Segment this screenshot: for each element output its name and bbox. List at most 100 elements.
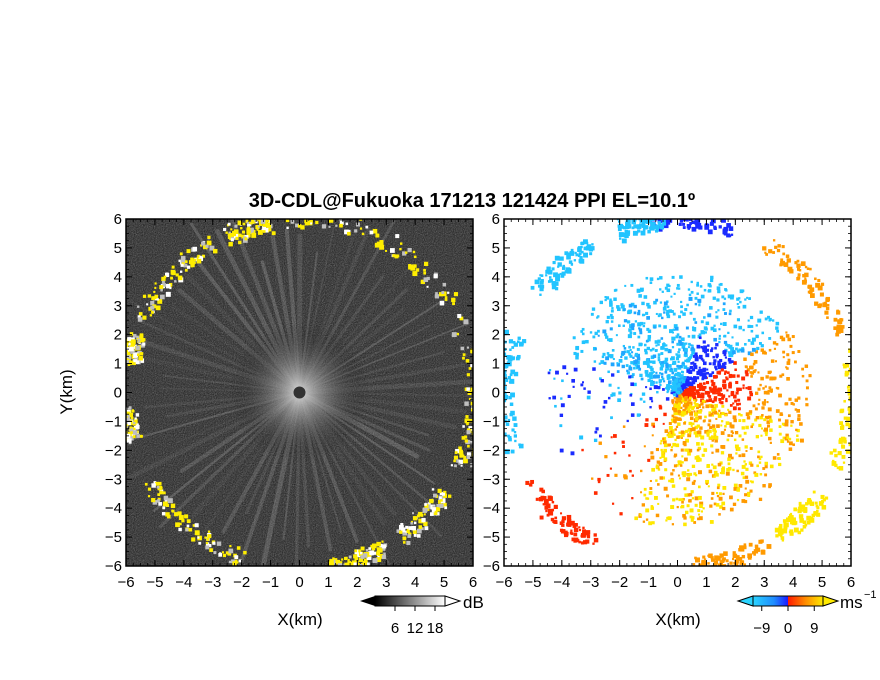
velocity-ring-cell [539, 280, 544, 285]
velocity-cell [684, 493, 688, 497]
echo-cell [128, 356, 132, 360]
echo-cell [229, 545, 232, 548]
velocity-cell [606, 315, 610, 319]
echo-cell [250, 227, 254, 231]
velocity-cell [735, 342, 739, 346]
velocity-cell [697, 485, 701, 489]
velocity-cell [670, 472, 674, 476]
echo-cell [345, 222, 349, 226]
velocity-cell [662, 306, 667, 311]
velocity-cell [712, 362, 716, 366]
velocity-cell [742, 387, 745, 390]
echo-cell [362, 560, 367, 566]
velocity-cell [630, 302, 635, 307]
echo-cell [126, 346, 130, 351]
x-tick-label: 4 [789, 574, 797, 591]
velocity-ring-cell [816, 512, 821, 517]
echo-cell [203, 244, 208, 250]
velocity-cell [711, 424, 716, 428]
velocity-cell [598, 362, 601, 365]
velocity-cell [721, 470, 725, 475]
velocity-cell [735, 380, 739, 385]
velocity-cell [716, 371, 720, 375]
velocity-points [496, 212, 851, 566]
velocity-cell [702, 361, 707, 366]
echo-cell [258, 219, 262, 223]
velocity-ring-cell [545, 269, 550, 274]
echo-cell [447, 494, 452, 498]
velocity-cell [683, 412, 687, 416]
velocity-cell [630, 283, 634, 287]
velocity-cell [663, 412, 667, 417]
velocity-cell [689, 472, 693, 476]
velocity-cell [763, 401, 766, 404]
echo-cell [228, 560, 232, 564]
velocity-cell [672, 386, 675, 389]
velocity-ring-cell [650, 219, 655, 222]
colorbar-tick-label: 9 [810, 620, 818, 637]
echo-cell [122, 433, 124, 435]
velocity-cell [629, 324, 633, 328]
velocity-cell [785, 433, 789, 438]
velocity-cell [678, 394, 681, 398]
velocity-cell [628, 352, 632, 356]
velocity-cell [613, 434, 617, 438]
velocity-cell [684, 359, 687, 363]
velocity-cell [604, 455, 608, 459]
velocity-ring-cell [580, 241, 585, 246]
velocity-cell [669, 385, 673, 388]
velocity-cell [696, 281, 699, 285]
velocity-ring-cell [543, 503, 547, 506]
velocity-cell [730, 347, 735, 351]
echo-cell [122, 432, 125, 435]
velocity-cell [691, 393, 696, 398]
velocity-ring-cell [539, 274, 542, 277]
velocity-cell [734, 430, 739, 435]
velocity-cell [797, 417, 801, 421]
echo-cell [122, 348, 126, 352]
velocity-cell [681, 378, 684, 381]
echo-cell [123, 424, 125, 426]
velocity-ring-cell [496, 373, 498, 375]
echo-cell [477, 413, 480, 416]
velocity-cell [686, 391, 691, 396]
velocity-ring-cell [500, 382, 502, 384]
velocity-ring-cell [561, 529, 566, 534]
echo-cell [135, 345, 140, 350]
velocity-cell [760, 348, 764, 352]
velocity-cell [650, 506, 655, 510]
velocity-cell [768, 348, 772, 352]
echo-cell [372, 228, 378, 234]
echo-cell [171, 270, 176, 276]
velocity-cell [742, 328, 745, 332]
velocity-cell [740, 471, 745, 476]
velocity-ring-cell [655, 212, 660, 217]
velocity-cell [711, 400, 715, 404]
echo-cell [146, 303, 149, 306]
velocity-cell [768, 386, 772, 390]
velocity-cell [778, 393, 782, 398]
velocity-cell [645, 418, 649, 422]
echo-cell [156, 298, 159, 301]
velocity-cell [678, 339, 682, 344]
velocity-ring-cell [513, 423, 518, 427]
velocity-ring-cell [834, 463, 838, 468]
velocity-cell [653, 300, 657, 305]
velocity-cell [674, 383, 679, 387]
echo-cell [436, 512, 440, 516]
velocity-ring-cell [534, 279, 540, 285]
velocity-ring-cell [584, 531, 588, 536]
velocity-cell [680, 305, 683, 309]
velocity-cell [718, 340, 721, 344]
echo-cell [243, 550, 247, 555]
velocity-ring-cell [772, 239, 776, 242]
x-tick-label: 4 [411, 574, 419, 591]
velocity-cell [692, 405, 696, 409]
echo-cell [135, 424, 140, 429]
velocity-cell [702, 367, 707, 372]
echo-cell [347, 561, 352, 565]
velocity-cell [666, 314, 671, 319]
velocity-cell [715, 491, 719, 495]
velocity-cell [672, 383, 677, 387]
velocity-ring-cell [839, 409, 844, 414]
